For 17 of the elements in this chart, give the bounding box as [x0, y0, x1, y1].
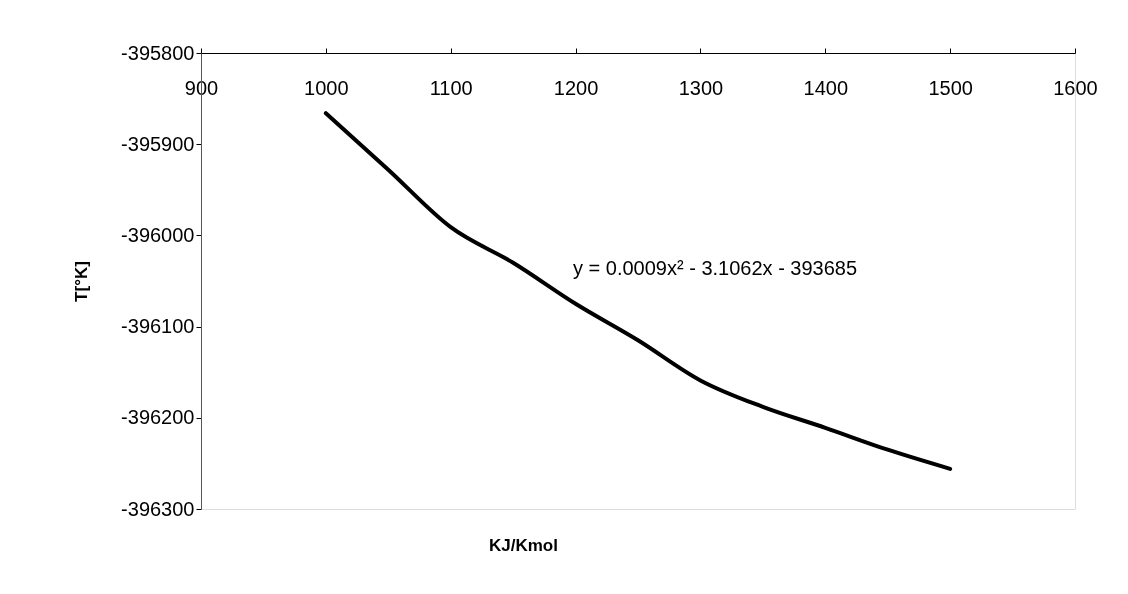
- x-tick-label: 1300: [678, 76, 724, 99]
- x-tick-label: 1100: [429, 76, 473, 99]
- x-tick-label: 1000: [304, 76, 349, 99]
- x-tick-label: 1200: [553, 76, 599, 99]
- x-axis-title: KJ/Kmol: [489, 535, 558, 555]
- y-tick-label: -396100: [121, 315, 195, 338]
- y-tick-label: -396200: [121, 406, 195, 429]
- y-axis-title: T[°K]: [72, 261, 92, 302]
- line-series: [323, 111, 953, 471]
- x-tick-label: 1500: [928, 76, 973, 99]
- y-tick-label: -395800: [121, 41, 195, 64]
- y-tick-label: -395900: [121, 132, 195, 155]
- annotation: y = 0.0009x² - 3.1062x - 393685: [573, 257, 858, 279]
- x-tick-label: 1600: [1053, 76, 1098, 99]
- y-tick-label: -396300: [121, 497, 195, 520]
- x-tick-label: 1400: [803, 76, 849, 99]
- y-tick-label: -396000: [121, 223, 195, 246]
